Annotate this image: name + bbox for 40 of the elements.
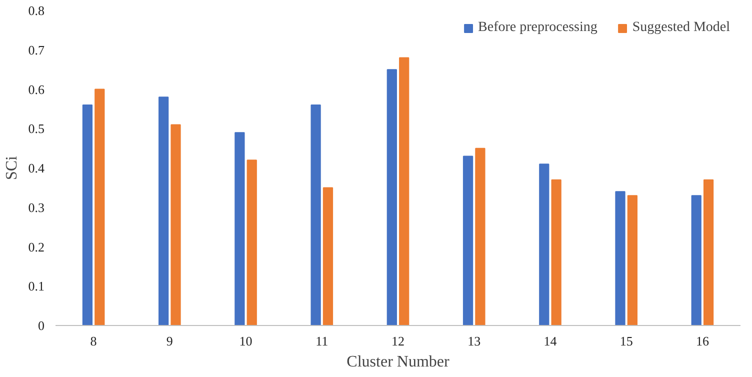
bar xyxy=(615,191,626,326)
bar xyxy=(234,132,245,326)
y-tick-label: 0.4 xyxy=(28,160,45,176)
x-axis-title: Cluster Number xyxy=(346,354,450,370)
x-tick-label: 11 xyxy=(316,334,328,348)
y-tick-label: 0.3 xyxy=(28,200,44,215)
y-tick-label: 0.6 xyxy=(28,82,45,97)
x-tick-label: 9 xyxy=(166,334,173,348)
legend-label: Suggested Model xyxy=(632,20,730,36)
bar xyxy=(386,69,397,326)
x-tick-label: 12 xyxy=(392,334,404,348)
y-tick-label: 0.2 xyxy=(28,239,44,254)
bar xyxy=(703,179,714,326)
bar xyxy=(322,187,334,326)
bar xyxy=(94,88,105,326)
bar xyxy=(399,57,410,326)
bar xyxy=(310,104,321,326)
bar xyxy=(539,164,550,326)
bar xyxy=(691,195,702,326)
x-tick-label: 16 xyxy=(696,334,710,348)
y-axis-title: SCi xyxy=(3,155,20,180)
x-tick-label: 8 xyxy=(90,334,97,348)
x-tick-label: 10 xyxy=(239,334,252,348)
bar xyxy=(158,96,169,326)
bar xyxy=(170,124,181,326)
y-tick-label: 0.8 xyxy=(28,3,44,18)
x-tick-label: 14 xyxy=(544,334,558,348)
y-tick-label: 0.1 xyxy=(28,278,44,294)
y-tick-label: 0.7 xyxy=(28,42,45,58)
x-tick-label: 15 xyxy=(620,334,633,348)
x-tick-label: 13 xyxy=(468,334,481,348)
y-tick-label: 0 xyxy=(38,318,44,333)
bar xyxy=(627,195,638,326)
bar xyxy=(246,160,257,326)
bar xyxy=(82,104,93,326)
bar xyxy=(462,156,474,326)
legend-label: Before preprocessing xyxy=(478,20,598,36)
y-tick-label: 0.5 xyxy=(28,121,44,136)
bar xyxy=(475,148,486,326)
bar xyxy=(551,179,562,326)
